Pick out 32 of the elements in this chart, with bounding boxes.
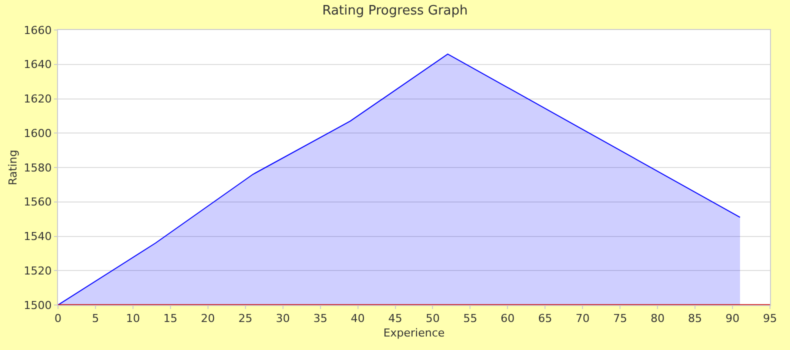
x-tick-label: 85 <box>688 312 702 326</box>
x-tick-label: 60 <box>500 312 515 326</box>
y-tick-label: 1620 <box>24 92 52 106</box>
x-tick-label: 35 <box>313 312 328 326</box>
y-tick-label: 1660 <box>24 24 52 37</box>
x-tick-label: 40 <box>350 312 365 326</box>
x-tick-label: 95 <box>763 312 777 326</box>
x-tick-label: 25 <box>238 312 252 326</box>
x-tick-label: 45 <box>388 312 402 326</box>
y-tick-label: 1560 <box>24 196 52 209</box>
x-tick-label: 10 <box>126 312 140 326</box>
chart-title: Rating Progress Graph <box>322 3 468 18</box>
x-tick-label: 15 <box>163 312 178 326</box>
x-tick-label: 70 <box>576 312 590 326</box>
y-tick-label: 1500 <box>24 298 52 312</box>
x-tick-label: 65 <box>538 312 552 326</box>
x-tick-label: 90 <box>726 312 740 326</box>
x-tick-label: 55 <box>463 312 478 326</box>
x-tick-label: 20 <box>200 312 215 326</box>
y-tick-label: 1580 <box>24 161 52 174</box>
y-tick-label: 1600 <box>24 126 52 140</box>
y-tick-label: 1640 <box>24 58 52 72</box>
x-tick-label: 5 <box>92 312 99 326</box>
x-tick-label: 75 <box>613 312 628 326</box>
y-tick-label: 1520 <box>24 264 52 278</box>
x-tick-label: 0 <box>54 312 62 326</box>
x-tick-label: 80 <box>650 312 665 326</box>
y-tick-label: 1540 <box>24 230 52 244</box>
x-tick-label: 30 <box>276 312 290 326</box>
x-tick-label: 50 <box>426 312 440 326</box>
x-axis-title: Experience <box>383 326 445 340</box>
y-axis-title: Rating <box>6 150 20 186</box>
